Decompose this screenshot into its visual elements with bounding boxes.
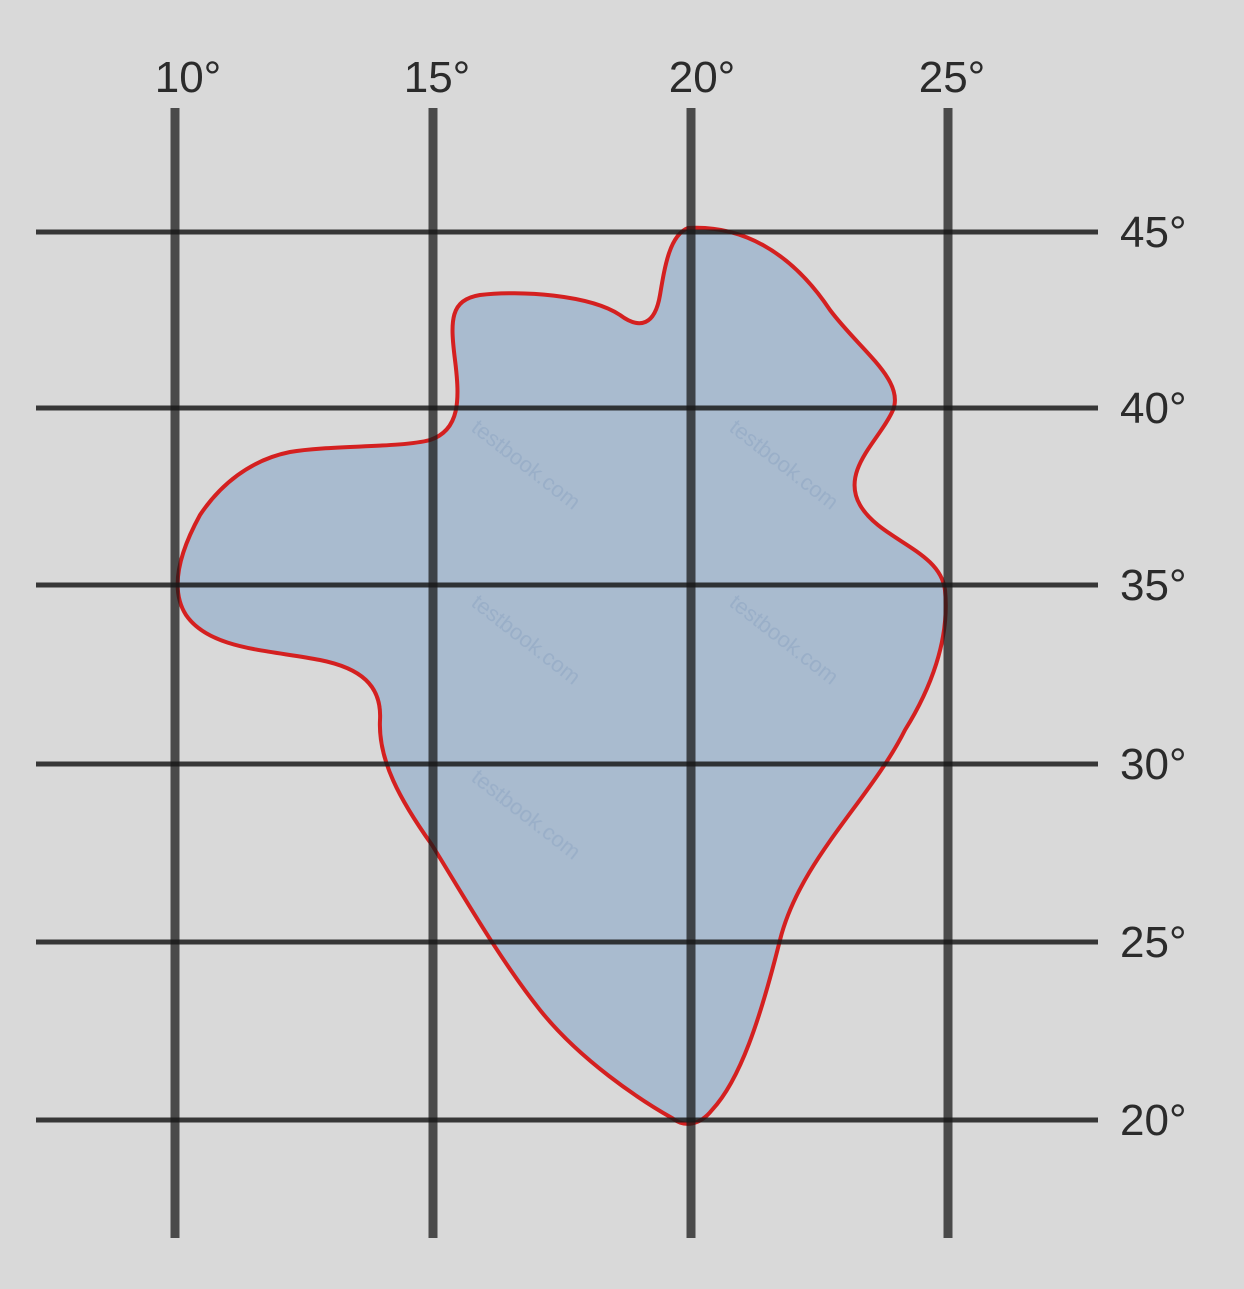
- longitude-label: 20°: [669, 53, 736, 102]
- longitude-labels: 10° 15° 20° 25°: [155, 53, 986, 102]
- longitude-lines: [170, 108, 953, 1238]
- latitude-label: 35°: [1120, 561, 1187, 610]
- region-shape: [175, 225, 948, 1126]
- latitude-label: 30°: [1120, 740, 1187, 789]
- longitude-label: 25°: [919, 53, 986, 102]
- latitude-labels: 45° 40° 35° 30° 25° 20°: [1120, 208, 1187, 1145]
- latitude-label: 40°: [1120, 384, 1187, 433]
- latitude-lines: [36, 229, 1098, 1123]
- latitude-label: 45°: [1120, 208, 1187, 257]
- latitude-label: 20°: [1120, 1096, 1187, 1145]
- longitude-label: 10°: [155, 53, 222, 102]
- latitude-label: 25°: [1120, 918, 1187, 967]
- longitude-label: 15°: [404, 53, 471, 102]
